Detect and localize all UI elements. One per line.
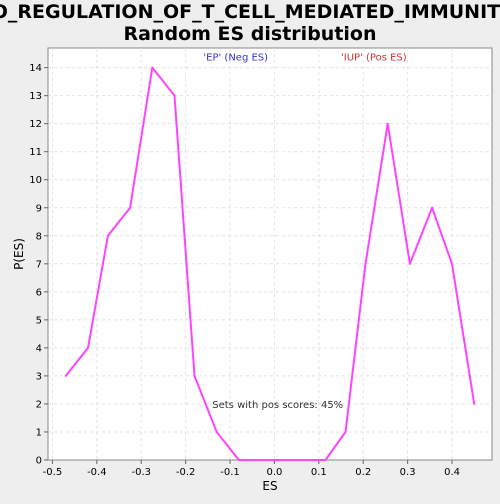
series-layer [64, 66, 476, 461]
y-tick-label: 7 [36, 259, 42, 270]
plot-area [47, 47, 493, 461]
data-point [324, 459, 327, 461]
y-tick-label: 2 [36, 399, 42, 410]
data-point [106, 234, 109, 237]
data-point [302, 459, 305, 461]
data-point [129, 206, 132, 209]
annotations: 'EP' (Neg ES) 'IUP' (Pos ES) Sets with pos… [203, 52, 406, 411]
chart-title-line1: GO_REGULATION_OF_T_CELL_MEDIATED_IMMUNIT… [0, 1, 500, 23]
y-tick-label: 14 [29, 63, 42, 74]
data-point [408, 262, 411, 265]
x-tick-label: 0.3 [400, 467, 416, 478]
x-tick-label: 0.4 [444, 467, 460, 478]
y-tick-label: 11 [29, 147, 42, 158]
x-tick-label: -0.3 [131, 467, 151, 478]
x-tick-label: -0.4 [87, 467, 107, 478]
x-tick-label: 0.2 [355, 467, 371, 478]
chart-annotation: Sets with pos scores: 45% [212, 400, 343, 411]
data-point [64, 374, 67, 377]
data-point [173, 94, 176, 97]
x-tick-label: 0.0 [266, 467, 282, 478]
y-tick-label: 3 [36, 371, 42, 382]
data-point [451, 262, 454, 265]
y-tick-label: 6 [36, 287, 42, 298]
y-tick-label: 13 [29, 91, 42, 102]
data-point [193, 374, 196, 377]
data-point [473, 402, 476, 405]
data-point [260, 459, 263, 461]
y-tick-label: 5 [36, 315, 42, 326]
series-line [65, 66, 476, 461]
data-point [344, 430, 347, 433]
data-point [86, 346, 89, 349]
y-tick-label: 0 [36, 456, 42, 467]
data-point [431, 206, 434, 209]
data-point [386, 122, 389, 125]
y-tick-label: 9 [36, 203, 42, 214]
data-point [364, 262, 367, 265]
data-point [237, 459, 240, 461]
x-tick-label: -0.2 [176, 467, 196, 478]
y-tick-label: 10 [29, 175, 42, 186]
y-tick-label: 4 [36, 343, 42, 354]
y-tick-label: 8 [36, 231, 42, 242]
data-point [215, 430, 218, 433]
data-point [151, 66, 154, 69]
x-tick-label: -0.1 [220, 467, 240, 478]
chart-annotation: 'IUP' (Pos ES) [341, 52, 407, 63]
x-axis-label: ES [262, 479, 277, 493]
y-tick-label: 1 [36, 427, 42, 438]
x-tick-label: 0.1 [311, 467, 327, 478]
y-tick-label: 12 [29, 119, 42, 130]
chart-title-line2: Random ES distribution [123, 23, 376, 45]
y-axis-label: P(ES) [12, 238, 26, 270]
x-tick-label: -0.5 [43, 467, 63, 478]
chart-annotation: 'EP' (Neg ES) [203, 52, 268, 63]
data-point [280, 459, 283, 461]
